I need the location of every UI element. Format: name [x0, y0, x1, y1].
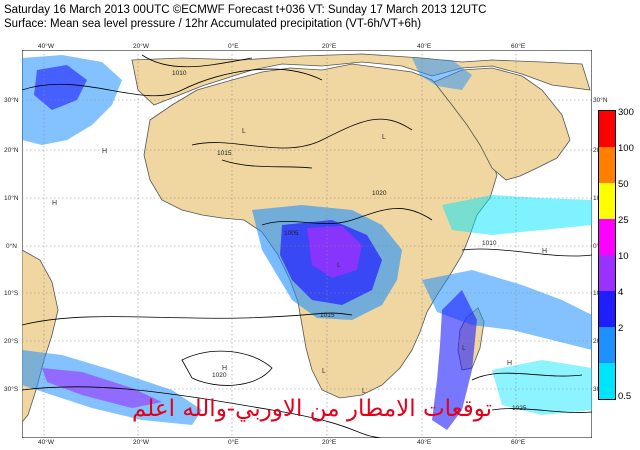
legend-label: 10 — [618, 251, 629, 262]
map-canvas — [22, 50, 592, 438]
lon-label-bottom: 40°W — [38, 439, 54, 446]
pressure-centre-label: L — [382, 134, 386, 141]
isobar-south-atlantic-1 — [22, 312, 353, 326]
isobar-label: 1005 — [284, 230, 299, 237]
lon-label-bottom: 20°W — [133, 439, 149, 446]
legend-swatch — [599, 291, 615, 327]
legend-swatch — [599, 147, 615, 183]
lat-label-right: 30°N — [593, 97, 608, 104]
pressure-centre-label: H — [507, 360, 513, 367]
isobar-label: 1020 — [372, 190, 387, 197]
isobar-label: 1010 — [172, 70, 187, 77]
legend-label: 300 — [618, 107, 634, 118]
isobar-label: 1025 — [512, 405, 527, 412]
pressure-centre-label: L — [242, 128, 246, 135]
precip-itcz-ocean — [442, 195, 592, 235]
pressure-centre-label: H — [52, 200, 58, 207]
legend-label: 0.5 — [618, 391, 632, 402]
isobar-sahel — [221, 159, 313, 169]
legend-label: 25 — [618, 215, 629, 226]
precip-south-indian — [422, 270, 592, 350]
pressure-centre-label: L — [362, 388, 366, 395]
lon-label-bottom: 20°E — [322, 439, 337, 446]
lon-label-top: 40°E — [417, 43, 432, 50]
arabia-land — [433, 67, 571, 181]
precip-central-africa-peak — [307, 226, 362, 278]
chart-subtitle: Surface: Mean sea level pressure / 12hr … — [4, 18, 422, 30]
lat-label-left: 30°S — [4, 386, 19, 393]
precipitation-legend — [598, 110, 616, 400]
isobar-indian-3 — [491, 408, 592, 413]
lon-label-top: 0°E — [228, 43, 239, 50]
arabic-caption: توقعات الامطار من الاوربي-والله اعلم — [132, 396, 492, 422]
legend-label: 4 — [618, 287, 624, 298]
isobar-south-atlantic-2 — [181, 350, 273, 386]
isobar-equator — [261, 208, 433, 226]
lon-label-bottom: 0°E — [228, 439, 239, 446]
lon-label-bottom: 40°E — [417, 439, 432, 446]
isobar-label: 1015 — [217, 150, 232, 157]
isobar-lines — [22, 54, 592, 438]
chart-title: Saturday 16 March 2013 00UTC ©ECMWF Fore… — [4, 4, 487, 16]
europe-land — [131, 53, 591, 106]
precip-madagascar-band — [432, 290, 477, 430]
legend-label: 50 — [618, 179, 629, 190]
lat-label-left: 10°N — [4, 195, 19, 202]
lat-label-left: 0°N — [6, 243, 17, 250]
pressure-centre-label: H — [222, 365, 228, 372]
pressure-centre-label: H — [542, 248, 548, 255]
legend-label: 2 — [618, 323, 624, 334]
graticule — [22, 50, 592, 438]
lat-label-left: 10°S — [4, 290, 19, 297]
isobar-label: 1010 — [482, 240, 497, 247]
legend-label: 100 — [618, 143, 634, 154]
isobar-label: 1020 — [212, 372, 227, 379]
isobar-north-2 — [141, 54, 253, 68]
legend-swatch — [599, 219, 615, 255]
legend-swatch — [599, 255, 615, 291]
lat-label-left: 20°N — [4, 147, 19, 154]
isobar-sahara — [191, 118, 413, 149]
legend-swatch — [599, 183, 615, 219]
legend-swatch — [599, 363, 615, 399]
legend-swatch — [599, 327, 615, 363]
lon-label-top: 20°W — [133, 43, 149, 50]
isobar-north-1 — [22, 68, 323, 97]
forecast-map: 1010 1015 1020 1005 1010 1015 1020 1025 … — [22, 50, 592, 438]
lon-label-top: 60°E — [511, 43, 526, 50]
lon-label-top: 40°W — [38, 43, 54, 50]
isobar-indian-1 — [461, 248, 592, 257]
precip-south-atlantic-core — [42, 368, 162, 408]
precip-east-med — [412, 58, 472, 90]
pressure-centre-label: L — [322, 368, 326, 375]
precip-west-atlantic-core — [34, 65, 87, 110]
isobar-label: 1015 — [320, 312, 335, 319]
isobar-south-1 — [22, 386, 383, 438]
lat-label-left: 20°S — [4, 338, 19, 345]
legend-swatch — [599, 111, 615, 147]
pressure-centre-label: L — [337, 262, 341, 269]
isobar-indian-2 — [471, 372, 583, 381]
pressure-centre-label: L — [462, 345, 466, 352]
lon-label-bottom: 60°E — [511, 439, 526, 446]
lon-label-top: 20°E — [322, 43, 337, 50]
pressure-centre-label: H — [102, 148, 108, 155]
lat-label-left: 30°N — [4, 97, 19, 104]
